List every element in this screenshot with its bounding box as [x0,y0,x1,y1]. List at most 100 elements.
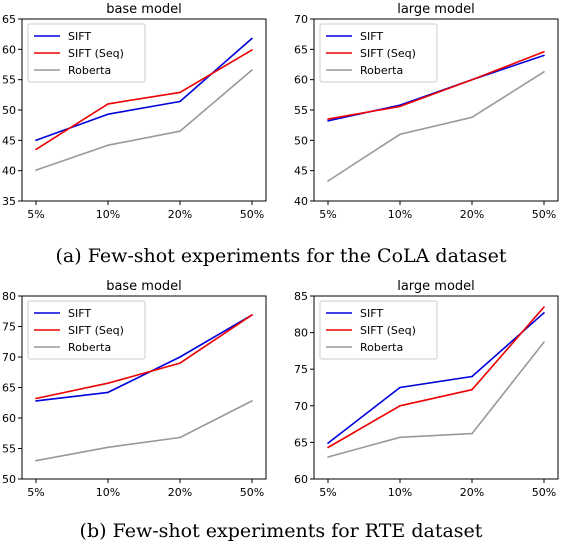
chart-2: large model 40 45 50 55 60 65 70 5% 10% 20% 50% SIFT… [294,2,559,221]
series-line-roberta [35,69,253,171]
data-point [179,362,181,364]
data-point [327,118,329,120]
legend-label: SIFT [360,307,383,320]
x-tick-label: 20% [460,208,484,221]
x-tick-label: 10% [388,208,412,221]
legend-box [27,23,146,83]
y-tick-label: 70 [294,400,308,413]
x-tick-label: 20% [460,486,484,499]
data-point [327,456,329,458]
x-tick-label: 5% [27,208,44,221]
data-point [327,442,329,444]
chart-title: large model [397,279,475,294]
data-point [35,169,37,171]
y-tick-label: 50 [294,134,308,147]
x-tick-label: 50% [532,208,556,221]
x-tick-label: 5% [319,208,336,221]
data-point [543,50,545,53]
data-point [107,103,109,105]
data-point [251,69,253,71]
series-line-roberta [35,400,253,462]
data-point [543,312,545,314]
data-point [327,446,329,449]
legend-label: SIFT [68,307,91,320]
data-point [399,405,401,407]
data-point [543,306,545,308]
y-tick-label: 70 [294,13,308,26]
series-line-sift-seq [35,314,253,400]
data-point [399,133,401,136]
y-tick-label: 65 [294,436,308,449]
y-tick-label: 40 [2,165,16,178]
y-tick-label: 65 [2,13,16,26]
data-point [35,400,37,402]
series-line-roberta [327,341,545,458]
caption-a: (a) Few-shot experiments for the CoLA da… [56,245,507,267]
y-tick-label: 60 [2,412,16,425]
y-tick-label: 55 [2,74,16,87]
data-point [251,37,253,40]
data-point [543,341,545,343]
x-tick-label: 20% [168,208,192,221]
x-tick-label: 10% [96,486,120,499]
chart-title: base model [106,279,182,294]
chart-title: large model [397,2,475,17]
y-tick-label: 65 [294,43,308,56]
legend-label: SIFT (Seq) [68,47,124,60]
data-point [251,400,253,402]
series-line-sift-seq [327,51,545,120]
caption-b: (b) Few-shot experiments for RTE dataset [80,520,483,542]
data-point [471,432,473,435]
y-tick-label: 80 [294,327,308,340]
series-line-sift-seq [35,49,253,151]
data-point [107,144,109,146]
y-tick-label: 45 [294,165,308,178]
y-tick-label: 80 [2,290,16,303]
series-line-roberta [327,71,545,182]
x-tick-label: 50% [240,208,264,221]
y-tick-label: 50 [2,473,16,486]
x-tick-label: 5% [27,486,44,499]
data-point [179,130,181,133]
y-tick-label: 75 [2,321,16,334]
y-tick-label: 85 [294,290,308,303]
data-point [107,382,109,385]
data-point [179,91,181,94]
y-tick-label: 55 [294,104,308,117]
legend-label: Roberta [360,64,403,77]
data-point [471,388,473,391]
y-tick-label: 40 [294,195,308,208]
x-tick-label: 5% [319,486,336,499]
data-point [543,54,545,57]
data-point [543,70,545,73]
y-tick-label: 60 [294,74,308,87]
legend-box [319,300,438,360]
data-point [399,386,401,389]
legend-label: SIFT (Seq) [360,324,416,337]
series-line-sift [327,312,545,444]
y-tick-label: 70 [2,351,16,364]
legend: SIFT SIFT (Seq) Roberta [27,300,146,360]
data-point [179,356,181,358]
x-tick-label: 10% [388,486,412,499]
y-tick-label: 35 [2,195,16,208]
plot-frame [313,295,559,480]
legend-box [319,23,438,83]
data-point [399,436,401,439]
data-point [35,148,37,151]
data-point [107,391,109,394]
data-point [35,459,37,462]
legend: SIFT SIFT (Seq) Roberta [319,23,438,83]
legend-label: SIFT [68,30,91,43]
x-tick-label: 50% [532,486,556,499]
legend: SIFT SIFT (Seq) Roberta [319,300,438,360]
legend-label: Roberta [360,341,403,354]
data-point [179,436,181,439]
data-point [107,113,109,116]
legend-box [27,300,146,360]
legend-label: Roberta [68,341,111,354]
